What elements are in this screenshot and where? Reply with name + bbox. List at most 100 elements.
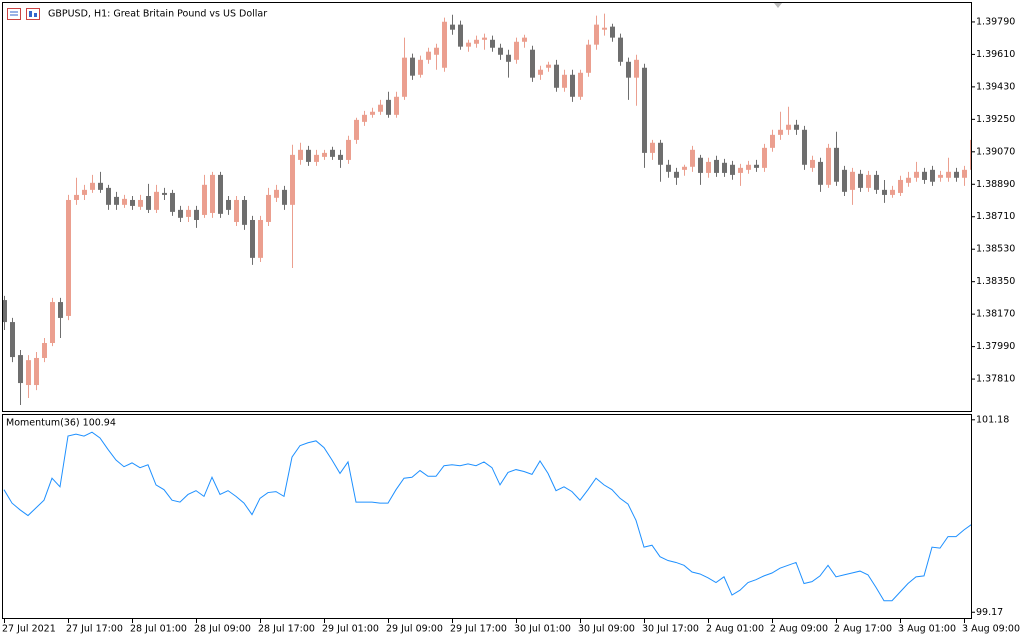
candle-body (786, 124, 791, 130)
candle-body (626, 61, 631, 78)
candle-body (722, 162, 727, 173)
y-tick-label: 99.17 (976, 607, 1003, 618)
candle-body (194, 209, 199, 220)
candle-body (50, 302, 55, 343)
candle-body (826, 147, 831, 185)
candle-body (210, 174, 215, 213)
candle-body (906, 177, 911, 183)
candle-body (170, 192, 175, 212)
candle-body (762, 147, 767, 168)
y-tick-label: 1.39430 (976, 81, 1015, 92)
candle-body (298, 149, 303, 160)
candle-body (458, 24, 463, 47)
symbol-icons (7, 8, 40, 20)
candle-body (306, 149, 311, 162)
candle-body (250, 219, 255, 258)
candle-body (410, 57, 415, 76)
candle-body (730, 164, 735, 175)
candle-body (82, 189, 87, 195)
candle-body (650, 142, 655, 153)
candle-body (794, 124, 799, 130)
candle-body (922, 171, 927, 180)
candle-body (570, 74, 575, 97)
candle-body (434, 47, 439, 55)
candle-body (290, 154, 295, 205)
candle-body (586, 44, 591, 73)
y-tick-label: 1.39070 (976, 146, 1015, 157)
x-tick-label: 3 Aug 09:00 (962, 624, 1020, 635)
candle-body (642, 67, 647, 153)
candle-body (58, 302, 63, 318)
x-tick-label: 28 Jul 09:00 (194, 624, 251, 635)
candle-body (474, 39, 479, 44)
candle-body (562, 74, 567, 88)
price-plot (3, 13, 971, 406)
y-tick-label: 101.18 (976, 414, 1009, 425)
icon-chart (26, 8, 40, 20)
candle-body (962, 169, 967, 178)
icon-bar (29, 11, 32, 17)
candle-body (634, 59, 639, 78)
candle-body (266, 194, 271, 222)
candle-body (842, 169, 847, 192)
candle-body (186, 209, 191, 217)
candle-body (810, 159, 815, 168)
candle-body (418, 59, 423, 75)
candle-body (882, 189, 887, 195)
candle-body (538, 69, 543, 75)
y-tick-label: 1.37990 (976, 341, 1015, 352)
candle-body (234, 199, 239, 222)
candle-body (10, 322, 15, 358)
momentum-line (3, 431, 971, 602)
candle-body (778, 129, 783, 135)
candle-body (970, 139, 971, 170)
candle-body (850, 171, 855, 190)
x-tick-label: 30 Jul 01:00 (514, 624, 571, 635)
candle-body (858, 173, 863, 188)
candle-body (578, 72, 583, 97)
indicator-plot (3, 431, 971, 602)
candle-body (322, 152, 327, 157)
candle-body (834, 147, 839, 182)
candle-body (658, 142, 663, 165)
x-tick-label: 28 Jul 01:00 (130, 624, 187, 635)
candle-body (274, 189, 279, 198)
candle-body (122, 198, 127, 205)
x-tick-label: 2 Aug 17:00 (834, 624, 892, 635)
icon-bar (34, 13, 37, 17)
candle-body (114, 196, 119, 205)
candle-body (106, 187, 111, 205)
candle-body (330, 149, 335, 157)
candle-body (506, 54, 511, 62)
shift-marker (774, 3, 782, 8)
candle-body (74, 194, 79, 200)
candle-body (442, 21, 447, 68)
candle-body (34, 357, 39, 386)
candle-body (178, 209, 183, 218)
x-tick-label: 2 Aug 01:00 (706, 624, 764, 635)
candle-body (370, 111, 375, 115)
candle-body (714, 159, 719, 173)
candle-body (498, 47, 503, 55)
x-tick-label: 30 Jul 09:00 (578, 624, 635, 635)
candle-body (90, 182, 95, 190)
candle-body (346, 139, 351, 160)
candle-body (554, 64, 559, 88)
candle-body (242, 199, 247, 225)
x-tick-label: 28 Jul 17:00 (258, 624, 315, 635)
x-tick-label: 3 Aug 01:00 (898, 624, 956, 635)
candle-body (954, 171, 959, 178)
candle-body (698, 157, 703, 173)
candle-body (354, 119, 359, 140)
candle-body (602, 27, 607, 30)
candle-body (218, 174, 223, 214)
y-tick-label: 1.39610 (976, 49, 1015, 60)
candle-body (930, 169, 935, 182)
icon-list (7, 8, 21, 20)
y-tick-label: 1.38710 (976, 211, 1015, 222)
candle-body (146, 195, 151, 210)
candle-body (450, 24, 455, 30)
candle-body (682, 166, 687, 170)
